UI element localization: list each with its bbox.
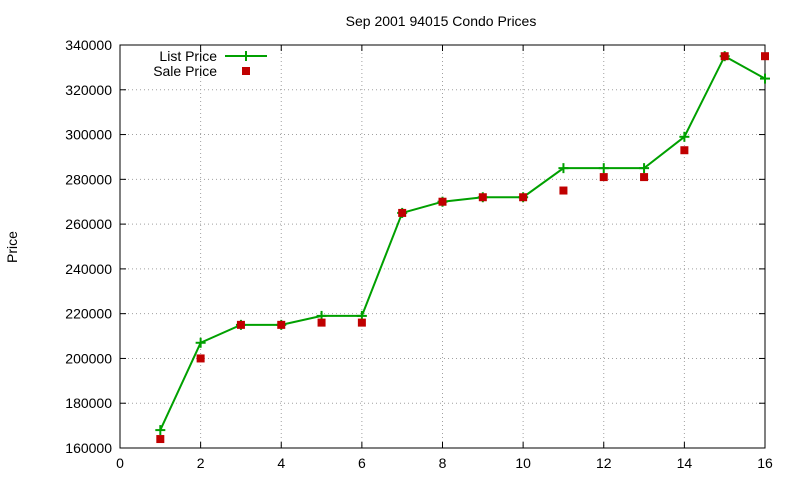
legend-label: List Price [159,48,217,64]
grid-lines [120,45,765,448]
sale-price-point [277,320,286,329]
legend-label: Sale Price [153,63,217,79]
x-tick-label: 4 [277,455,285,471]
x-axis: 0 2 4 6 8 10 12 14 16 [116,45,773,471]
sale-price-point [640,173,649,182]
sale-price-point [196,354,205,363]
y-tick-label: 320000 [65,82,112,98]
sale-price-point [156,435,165,444]
y-tick-label: 260000 [65,216,112,232]
sale-price-point [720,52,729,61]
y-tick-label: 240000 [65,261,112,277]
sale-price-point [559,186,568,195]
series-line-list-price [159,54,766,431]
y-tick-label: 220000 [65,306,112,322]
x-tick-label: 8 [439,455,447,471]
x-tick-label: 10 [515,455,531,471]
sale-price-point [761,52,769,61]
series-layer [155,51,770,444]
x-tick-label: 14 [677,455,693,471]
y-axis: 160000 180000 200000 220000 240000 260000 2800… [65,37,765,456]
plot-border [119,44,766,449]
y-axis-label: Price [4,231,20,263]
sale-price-point [680,146,689,155]
sale-price-point [599,173,608,182]
y-tick-label: 300000 [65,127,112,143]
x-tick-label: 0 [116,455,124,471]
x-tick-label: 2 [197,455,205,471]
legend-swatch-square [242,67,250,75]
chart-title: Sep 2001 94015 Condo Prices [346,13,537,29]
sale-price-point [478,193,487,202]
y-tick-label: 340000 [65,37,112,53]
y-tick-label: 160000 [65,440,112,456]
y-tick-label: 280000 [65,171,112,187]
y-tick-label: 200000 [65,350,112,366]
y-tick-label: 180000 [65,395,112,411]
x-tick-label: 16 [757,455,773,471]
sale-price-point [357,318,366,327]
x-tick-label: 12 [596,455,612,471]
sale-price-point [398,208,407,217]
sale-price-point [317,318,326,327]
sale-price-point [519,193,528,202]
sale-price-point [438,197,447,206]
x-tick-label: 6 [358,455,366,471]
sale-price-point [236,320,245,329]
